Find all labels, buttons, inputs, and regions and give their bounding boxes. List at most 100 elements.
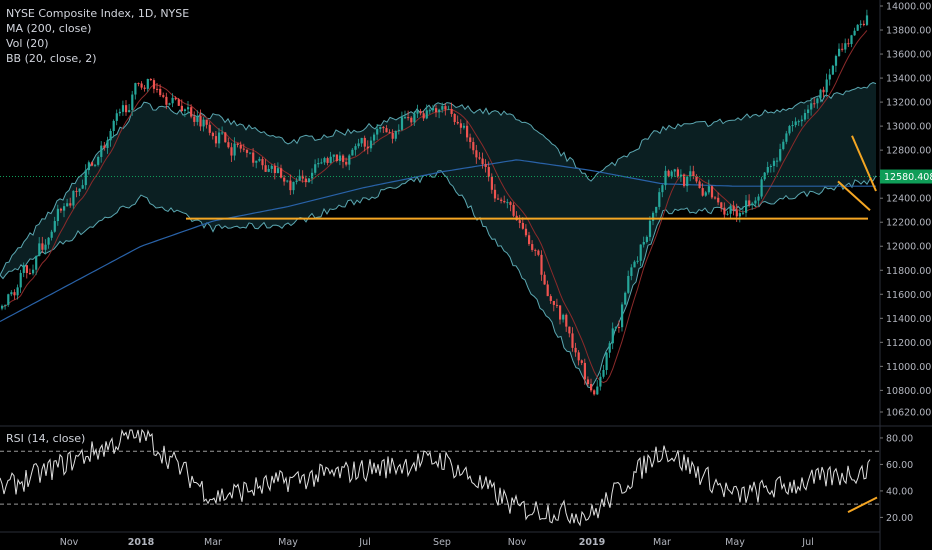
candle-body	[97, 156, 100, 165]
candle-body	[115, 113, 118, 121]
candle-body	[788, 126, 791, 134]
candle-body	[270, 165, 273, 169]
candle-body	[580, 360, 583, 363]
candle-body	[785, 133, 788, 142]
candle-body	[183, 109, 187, 112]
candle-body	[376, 128, 379, 135]
candle-body	[769, 165, 772, 168]
time-axis-label: May	[278, 537, 298, 548]
candle-body	[717, 197, 720, 203]
price-axis: 10620.0000 10800.0000 11000.0000 11200.0000…	[879, 0, 932, 550]
candle-body	[245, 149, 249, 153]
time-axis-label: 2018	[128, 537, 155, 548]
price-tick-label: 10800.0000	[886, 386, 932, 397]
candle-body	[518, 220, 521, 223]
candle-body	[391, 132, 394, 139]
candle-body	[493, 189, 497, 199]
candle-body	[481, 158, 484, 165]
candle-body	[159, 88, 162, 96]
candle-body	[286, 180, 289, 182]
candle-body	[741, 212, 745, 214]
candle-body	[689, 171, 692, 177]
candle-body	[841, 48, 844, 50]
candle-body	[4, 304, 7, 306]
candle-body	[10, 292, 13, 295]
rsi-axis: 20.00 40.00 60.00 80.00	[880, 433, 913, 524]
candle-body	[187, 107, 190, 110]
candle-body	[118, 111, 121, 114]
candle-body	[593, 390, 596, 395]
candle-body	[714, 197, 717, 199]
candle-body	[630, 267, 633, 276]
candle-body	[84, 170, 87, 186]
candle-body	[363, 137, 366, 147]
candle-body	[574, 347, 577, 353]
price-tick-label: 10620.0000	[886, 408, 932, 419]
candle-body	[106, 140, 109, 149]
candle-body	[388, 132, 391, 134]
candle-body	[249, 152, 252, 154]
candle-body	[782, 141, 785, 150]
candle-body	[497, 198, 500, 200]
candle-body	[373, 134, 376, 141]
candle-body	[531, 244, 534, 250]
price-tick-label: 11600.0000	[886, 290, 932, 301]
candle-body	[50, 231, 53, 238]
candle-body	[357, 143, 360, 147]
candle-body	[751, 203, 754, 206]
candle-body	[329, 156, 332, 163]
time-axis-label: Sep	[433, 537, 451, 548]
candle-body	[466, 125, 469, 138]
candle-body	[679, 174, 683, 177]
candle-body	[810, 103, 813, 110]
candle-body	[413, 113, 416, 123]
candle-body	[425, 110, 428, 119]
price-tick-label: 14000.0000	[886, 2, 932, 13]
candle-body	[177, 99, 180, 106]
candle-body	[196, 115, 199, 122]
candle-body	[856, 24, 859, 31]
bollinger-band-fill	[0, 82, 876, 388]
candle-body	[639, 244, 642, 261]
candle-body	[273, 165, 276, 174]
candle-body	[658, 192, 661, 207]
candle-body	[590, 384, 593, 391]
candle-body	[484, 164, 487, 168]
candle-body	[404, 117, 407, 119]
candle-body	[94, 164, 97, 166]
candle-body	[748, 200, 751, 206]
candle-body	[239, 144, 242, 149]
candle-body	[559, 305, 562, 320]
candle-body	[779, 149, 782, 161]
time-axis-label: Nov	[508, 537, 527, 548]
candle-body	[431, 108, 435, 111]
candle-body	[280, 168, 283, 178]
candle-body	[633, 261, 636, 268]
time-axis-label: Jul	[358, 537, 370, 548]
candle-body	[676, 169, 679, 177]
candle-body	[472, 142, 475, 151]
candle-body	[621, 304, 624, 328]
candle-body	[831, 65, 834, 75]
candle-body	[673, 169, 676, 172]
candle-body	[174, 97, 177, 100]
bollinger-bands	[0, 30, 877, 389]
price-tick-label: 11800.0000	[886, 266, 932, 277]
candle-body	[667, 170, 670, 176]
legend-bb: BB (20, close, 2)	[6, 52, 97, 65]
candle-body	[521, 222, 524, 229]
candle-body	[745, 200, 748, 213]
candle-body	[103, 145, 106, 149]
candle-body	[614, 327, 617, 329]
candle-body	[611, 328, 614, 344]
candle-body	[735, 210, 738, 217]
candle-body	[571, 333, 574, 348]
candle-body	[772, 160, 776, 166]
candle-body	[193, 116, 196, 122]
candle-body	[763, 172, 766, 180]
candle-body	[655, 206, 658, 213]
candle-body	[475, 150, 478, 158]
rsi-legend: RSI (14, close)	[6, 432, 86, 445]
candle-body	[59, 208, 63, 211]
